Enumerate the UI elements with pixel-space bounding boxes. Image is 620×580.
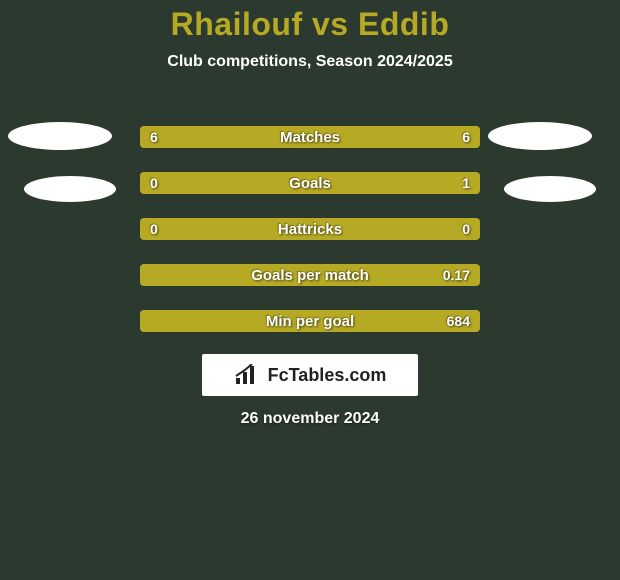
stat-right-value: 6	[462, 126, 470, 148]
stat-row: Min per goal684	[140, 310, 480, 332]
stat-rows: Matches66Goals01Hattricks00Goals per mat…	[140, 126, 480, 356]
stat-label: Min per goal	[140, 310, 480, 332]
stat-label: Goals	[140, 172, 480, 194]
stat-label: Matches	[140, 126, 480, 148]
left-decorative-ellipse	[24, 176, 116, 202]
left-decorative-ellipse	[8, 122, 112, 150]
comparison-infographic: Rhailouf vs Eddib Club competitions, Sea…	[0, 0, 620, 580]
bars-icon	[234, 364, 262, 386]
branding-badge: FcTables.com	[202, 354, 418, 396]
stat-right-value: 684	[447, 310, 470, 332]
date-text: 26 november 2024	[0, 410, 620, 428]
stat-right-value: 0.17	[443, 264, 470, 286]
stat-label: Hattricks	[140, 218, 480, 240]
stat-label: Goals per match	[140, 264, 480, 286]
branding-text: FcTables.com	[268, 365, 387, 386]
stat-row: Goals per match0.17	[140, 264, 480, 286]
stat-right-value: 1	[462, 172, 470, 194]
subtitle: Club competitions, Season 2024/2025	[0, 53, 620, 71]
stat-row: Hattricks0 0	[140, 218, 480, 240]
stat-row: Matches6 6	[140, 126, 480, 148]
stat-left-value: 0	[150, 172, 158, 194]
page-title: Rhailouf vs Eddib	[0, 0, 620, 43]
stat-left-value: 6	[150, 126, 158, 148]
stat-right-value: 0	[462, 218, 470, 240]
stat-row: Goals0 1	[140, 172, 480, 194]
right-decorative-ellipse	[504, 176, 596, 202]
stat-left-value: 0	[150, 218, 158, 240]
right-decorative-ellipse	[488, 122, 592, 150]
